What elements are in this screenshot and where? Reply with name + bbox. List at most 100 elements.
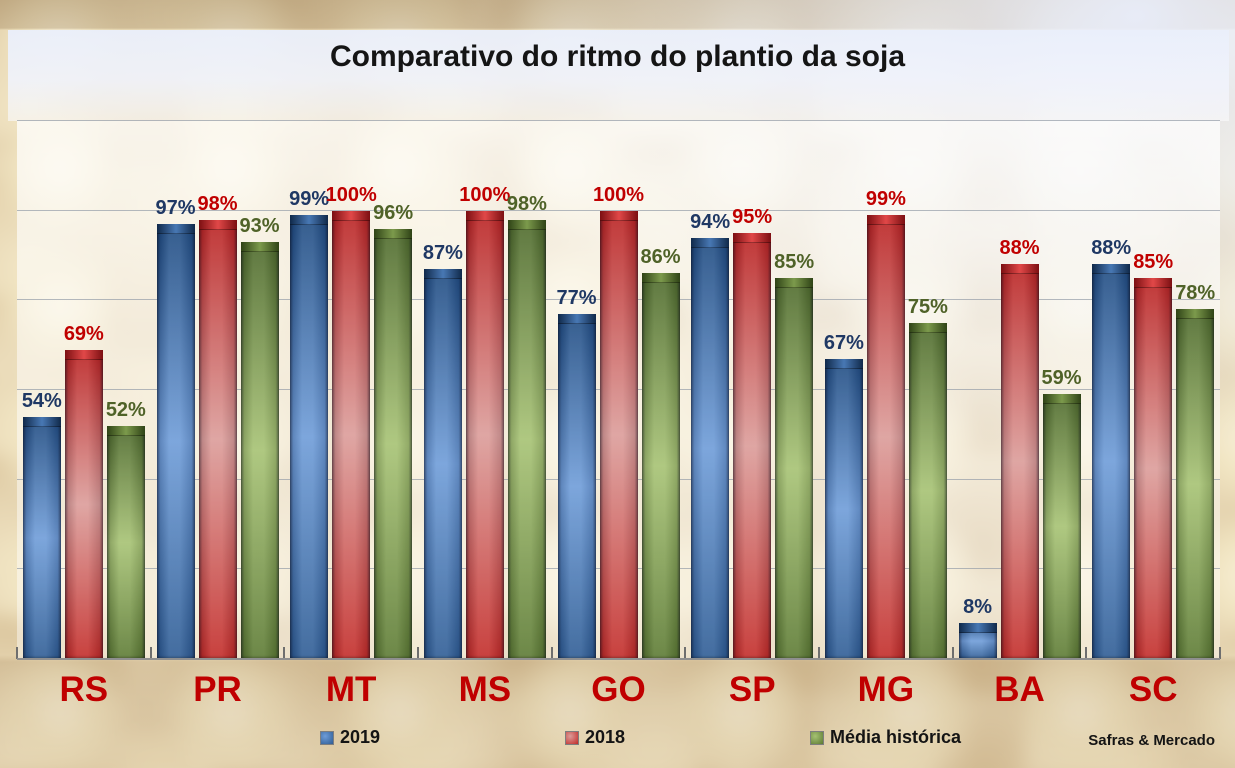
category-label-sc: SC [1128,670,1178,709]
value-label-go-2019: 77% [556,286,597,309]
bar-sc-2018: 85% [1133,251,1173,659]
bar-mg-m-dia-hist-rica: 75% [908,296,948,659]
value-label-mt-m-dia-hist-rica: 96% [373,201,414,224]
source-credit: Safras & Mercado [1088,732,1215,749]
bar-top-bevel [290,215,329,226]
value-label-sc-2018: 85% [1133,250,1174,273]
value-label-go-m-dia-hist-rica: 86% [640,246,681,269]
value-label-rs-m-dia-hist-rica: 52% [105,398,146,421]
bar-ba-2019: 8% [958,596,997,659]
bar-mt-2019: 99% [289,188,329,659]
bar-top-bevel [1176,309,1215,320]
legend-label-2018: 2018 [585,727,626,747]
bar-top-bevel [198,219,237,230]
value-label-mg-m-dia-hist-rica: 75% [907,295,948,318]
bar-mt-2018: 100% [326,184,377,659]
value-label-rs-2018: 69% [63,322,104,345]
category-label-mt: MT [325,670,377,709]
bar-group-rs: 54% 69% 52% [17,121,151,659]
bar-mt-m-dia-hist-rica: 96% [373,202,413,659]
bar-sp-2018: 95% [732,206,772,659]
bar-group-ms: 87% 100% 98% [418,121,552,659]
bar-go-m-dia-hist-rica: 86% [641,246,681,659]
plot-area: 54% 69% 52% 97% 98% 93% 99% 100% 96% 87% 100% 98% 77… [16,120,1221,660]
bar-top-bevel [106,425,145,436]
bar-groups: 54% 69% 52% 97% 98% 93% 99% 100% 96% 87% 100% 98% 77… [17,121,1220,659]
value-label-mt-2018: 100% [325,183,377,206]
bar-pr-2019: 97% [155,197,196,659]
bar-top-bevel [908,322,947,333]
bar-go-2019: 77% [557,287,597,659]
bar-top-bevel [557,313,596,324]
category-label-mg: MG [857,670,915,709]
bar-sc-2019: 88% [1091,237,1131,659]
legend-item-2019: 2019 [320,727,565,748]
value-label-mg-2019: 67% [823,331,864,354]
bar-top-bevel [374,228,413,239]
bar-top-bevel [691,237,730,248]
gridline-120 [17,120,1220,121]
bar-group-pr: 97% 98% 93% [151,121,285,659]
bar-top-bevel [641,273,680,284]
category-label-go: GO [591,670,646,709]
category-axis: RS PR MT MS GO SP MG BA SC [17,670,1220,710]
value-label-ba-2019: 8% [963,596,992,619]
value-label-ms-2019: 87% [422,241,463,264]
bar-mg-2018: 99% [866,188,906,659]
legend-item-2018: 2018 [565,727,810,748]
bar-pr-m-dia-hist-rica: 93% [239,215,280,659]
bar-top-bevel [423,268,462,279]
category-label-sp: SP [728,670,776,709]
value-label-sc-2019: 88% [1091,237,1132,260]
category-label-rs: RS [59,670,109,709]
bar-ba-2018: 88% [1000,237,1040,659]
bar-rs-2018: 69% [64,323,104,659]
value-label-ba-m-dia-hist-rica: 59% [1041,367,1082,390]
bar-top-bevel [824,358,863,369]
bar-group-ba: 8% 88% 59% [953,121,1087,659]
legend-label-2019: 2019 [340,727,381,747]
value-label-rs-2019: 54% [21,389,62,412]
bar-group-mg: 67% 99% 75% [819,121,953,659]
bar-sc-m-dia-hist-rica: 78% [1175,282,1215,659]
bar-rs-m-dia-hist-rica: 52% [106,399,146,659]
bar-ms-2018: 100% [459,184,510,659]
bar-top-bevel [64,349,103,360]
category-label-ba: BA [994,670,1045,709]
value-label-sp-m-dia-hist-rica: 85% [774,250,815,273]
category-label-pr: PR [193,670,242,709]
bar-group-mt: 99% 100% 96% [284,121,418,659]
bar-top-bevel [156,224,195,235]
gridline-100 [17,209,1220,211]
legend-swatch-m-dia-hist-rica [810,730,824,745]
bar-top-bevel [1092,264,1131,275]
legend-label-m-dia-hist-rica: Média histórica [830,727,962,747]
value-label-pr-2019: 97% [155,197,196,220]
title-band [8,30,1229,121]
bar-top-bevel [733,233,772,244]
bar-top-bevel [240,242,279,253]
bar-go-2018: 100% [593,184,644,659]
value-label-pr-2018: 98% [197,192,238,215]
legend: 2019 2018 Média histórica [320,727,961,748]
bar-ms-m-dia-hist-rica: 98% [507,193,547,659]
bar-group-sc: 88% 85% 78% [1086,121,1220,659]
legend-swatch-2018 [565,730,579,745]
value-label-sp-2018: 95% [732,206,773,229]
chart-title: Comparativo do ritmo do plantio da soja [329,40,906,73]
bar-pr-2018: 98% [197,193,238,659]
legend-item-m-dia-hist-rica: Média histórica [810,727,961,748]
bar-sp-m-dia-hist-rica: 85% [774,251,814,659]
bar-group-sp: 94% 95% 85% [685,121,819,659]
bar-top-bevel [866,215,905,226]
value-label-ba-2018: 88% [999,237,1040,260]
bar-top-bevel [465,210,504,221]
value-label-sc-m-dia-hist-rica: 78% [1175,282,1216,305]
value-label-go-2018: 100% [592,183,645,206]
bar-top-bevel [22,416,61,427]
bar-ms-2019: 87% [423,242,463,659]
bar-top-bevel [1134,277,1173,288]
legend-swatch-2019 [320,730,334,745]
bar-rs-2019: 54% [22,390,62,659]
